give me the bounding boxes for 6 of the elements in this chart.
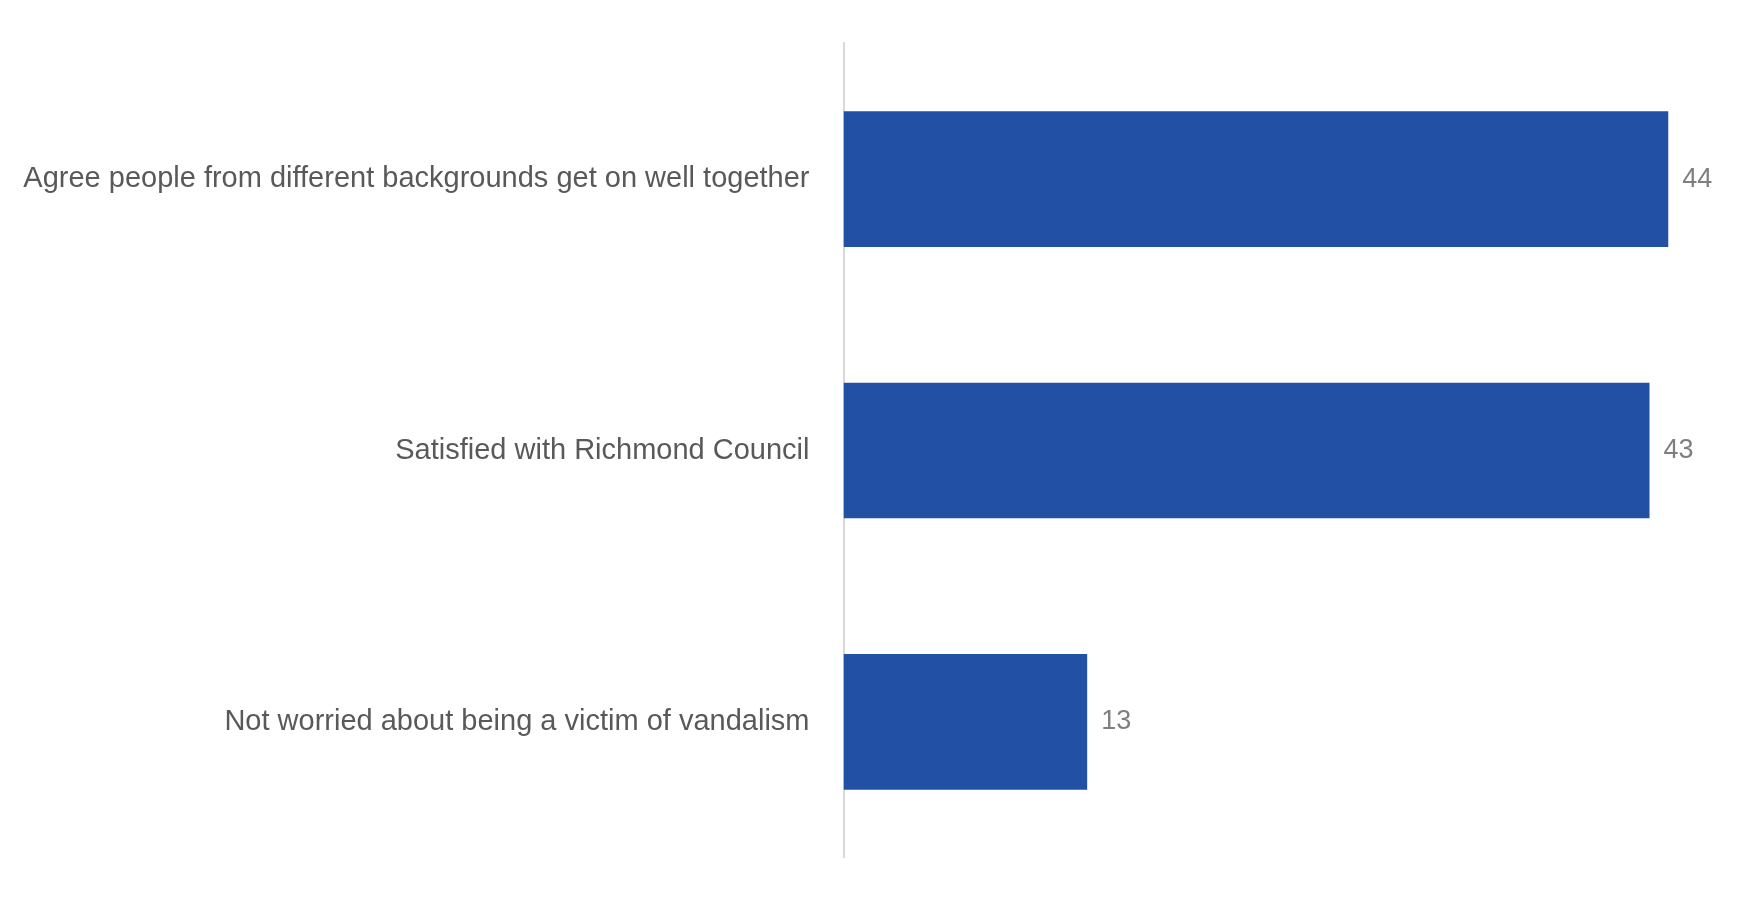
y-tick-label: Agree people from different backgrounds get on well together — [23, 161, 810, 194]
y-tick-label: Not worried about being a victim of vandalism — [224, 703, 810, 736]
data-label: 44 — [1682, 162, 1713, 193]
y-tick-label: Satisfied with Richmond Council — [395, 432, 810, 465]
data-label: 13 — [1101, 705, 1132, 736]
data-label: 43 — [1663, 433, 1694, 464]
